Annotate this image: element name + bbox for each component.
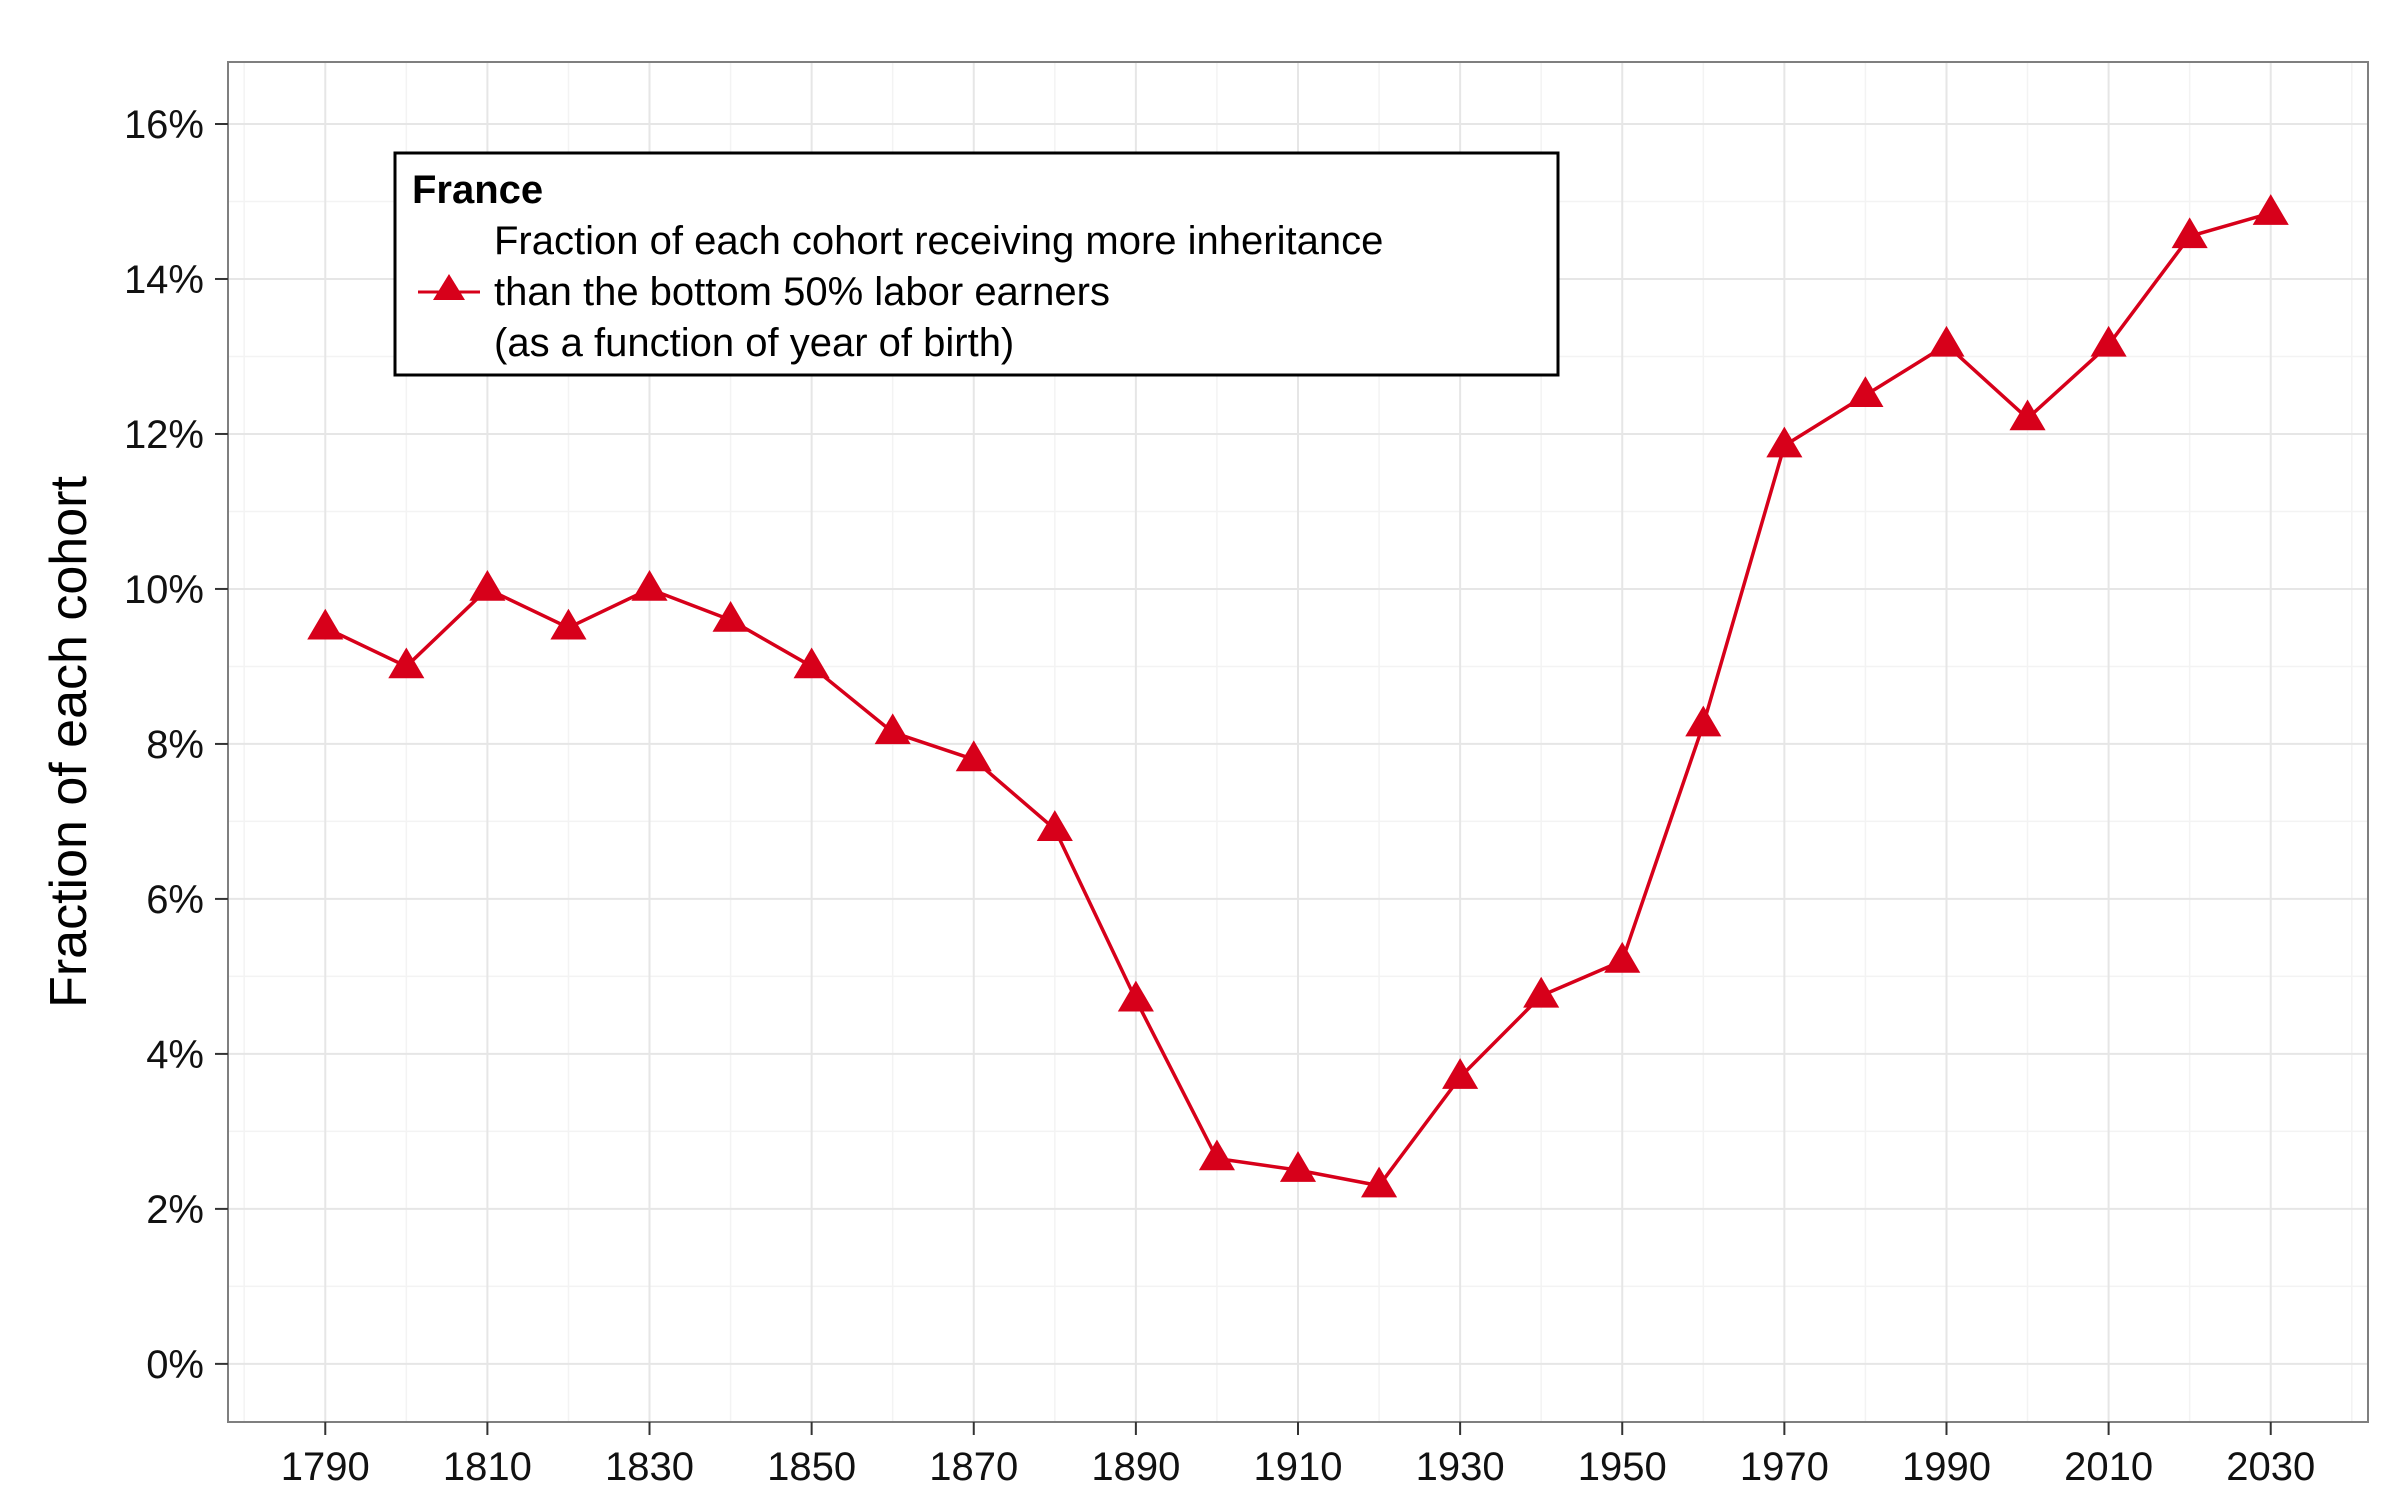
- data-point-triangle: [1279, 1151, 1317, 1182]
- legend-title: France: [412, 168, 543, 212]
- series-layer: [307, 194, 2289, 1198]
- data-point-triangle: [307, 608, 344, 640]
- data-point-triangle: [1928, 325, 1965, 357]
- data-point-triangle: [1036, 810, 1073, 841]
- data-point-triangle: [2252, 194, 2289, 225]
- data-point-triangle: [1685, 705, 1722, 737]
- y-tick-label: 12%: [124, 413, 204, 457]
- y-tick-label: 16%: [124, 103, 204, 147]
- data-point-triangle: [631, 569, 668, 601]
- data-point-triangle: [1604, 941, 1641, 973]
- x-tick-label: 1930: [1416, 1445, 1505, 1489]
- legend-label-line-1: Fraction of each cohort receiving more i…: [494, 219, 1383, 263]
- data-point-triangle: [1117, 980, 1154, 1012]
- x-tick-label: 1870: [929, 1445, 1018, 1489]
- legend-label-line-2: than the bottom 50% labor earners: [494, 270, 1110, 314]
- data-point-triangle: [2090, 325, 2127, 357]
- y-tick-label: 8%: [146, 723, 204, 767]
- data-point-triangle: [955, 740, 992, 772]
- legend-box: [393, 151, 1560, 377]
- data-point-triangle: [1766, 426, 1803, 458]
- data-point-triangle: [712, 600, 749, 632]
- x-tick-label: 2010: [2064, 1445, 2153, 1489]
- y-axis: 0% 2% 4% 6% 8% 10% 12% 14% 16%: [124, 103, 228, 1387]
- legend-triangle-marker: [433, 274, 465, 300]
- data-point-triangle: [550, 608, 587, 640]
- x-tick-label: 1970: [1740, 1445, 1829, 1489]
- y-tick-label: 6%: [146, 878, 204, 922]
- y-tick-label: 14%: [124, 258, 204, 302]
- x-tick-label: 1990: [1902, 1445, 1991, 1489]
- x-tick-label: 1810: [443, 1445, 532, 1489]
- data-point-triangle: [469, 569, 506, 601]
- legend: France Fraction of each cohort receiving…: [393, 151, 1560, 377]
- data-point-triangle: [1198, 1139, 1235, 1171]
- data-point-triangle: [793, 647, 830, 679]
- data-point-triangle: [1361, 1166, 1398, 1198]
- y-tick-label: 0%: [146, 1343, 204, 1387]
- x-tick-label: 1910: [1254, 1445, 1343, 1489]
- x-tick-label: 1950: [1578, 1445, 1667, 1489]
- data-point-triangle: [2171, 217, 2208, 249]
- y-tick-label: 10%: [124, 568, 204, 612]
- x-tick-label: 1830: [605, 1445, 694, 1489]
- data-point-triangle: [388, 647, 425, 679]
- y-tick-label: 2%: [146, 1188, 204, 1232]
- x-tick-label: 1850: [767, 1445, 856, 1489]
- legend-label-line-3: (as a function of year of birth): [494, 321, 1014, 365]
- y-axis-title: Fraction of each cohort: [40, 476, 98, 1008]
- x-tick-label: 2030: [2226, 1445, 2315, 1489]
- y-tick-label: 4%: [146, 1033, 204, 1077]
- x-tick-label: 1790: [281, 1445, 370, 1489]
- data-point-triangle: [1442, 1058, 1479, 1089]
- x-axis: 1790 1810 1830 1850 1870 1890 1910 1930 1950 1970…: [281, 1422, 2315, 1489]
- data-point-triangle: [1523, 976, 1560, 1008]
- data-point-triangle: [874, 713, 911, 745]
- data-point-triangle: [2009, 399, 2046, 431]
- x-tick-label: 1890: [1091, 1445, 1180, 1489]
- data-point-triangle: [1847, 376, 1884, 407]
